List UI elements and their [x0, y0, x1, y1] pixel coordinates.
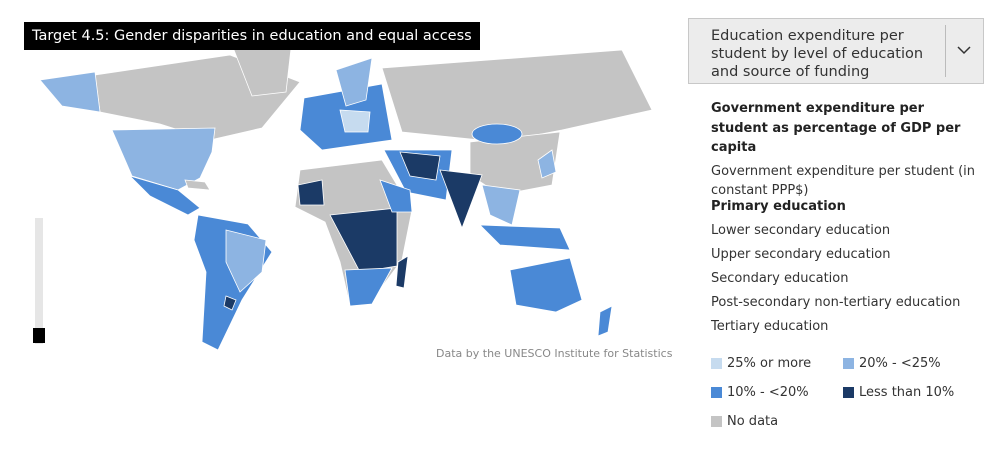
level-option[interactable]: Upper secondary education — [711, 247, 891, 262]
source: Data by the UNESCO Institute for Statist… — [436, 347, 673, 360]
legend-label: 20% - <25% — [859, 356, 941, 371]
indicator-list: Government expenditure per student as pe… — [711, 99, 981, 205]
legend-swatch — [843, 358, 854, 369]
legend-swatch — [711, 416, 722, 427]
level-option[interactable]: Lower secondary education — [711, 223, 891, 238]
level-list: Primary education Lower secondary educati… — [711, 195, 960, 339]
indicator-option[interactable]: Government expenditure per student as pe… — [711, 101, 961, 155]
dropdown-label: Education expenditure per student by lev… — [711, 28, 924, 80]
separator — [945, 25, 946, 77]
zoom-handle[interactable] — [33, 328, 45, 343]
title: Target 4.5: Gender disparities in educat… — [24, 22, 480, 50]
level-option[interactable]: Tertiary education — [711, 319, 829, 334]
legend-label: Less than 10% — [859, 385, 955, 400]
indicator-option[interactable]: Government expenditure per student (in c… — [711, 163, 976, 199]
level-option[interactable]: Primary education — [711, 199, 846, 214]
legend-label: No data — [727, 414, 779, 429]
legend-swatch — [843, 387, 854, 398]
dropdown[interactable]: Education expenditure per student by lev… — [688, 18, 984, 84]
legend-swatch — [711, 387, 722, 398]
legend-swatch — [711, 358, 722, 369]
chevron — [957, 46, 971, 55]
legend-label: 25% or more — [727, 356, 812, 371]
level-option[interactable]: Post-secondary non-tertiary education — [711, 295, 961, 310]
world-map — [33, 39, 653, 351]
level-option[interactable]: Secondary education — [711, 271, 849, 286]
legend-label: 10% - <20% — [727, 385, 809, 400]
